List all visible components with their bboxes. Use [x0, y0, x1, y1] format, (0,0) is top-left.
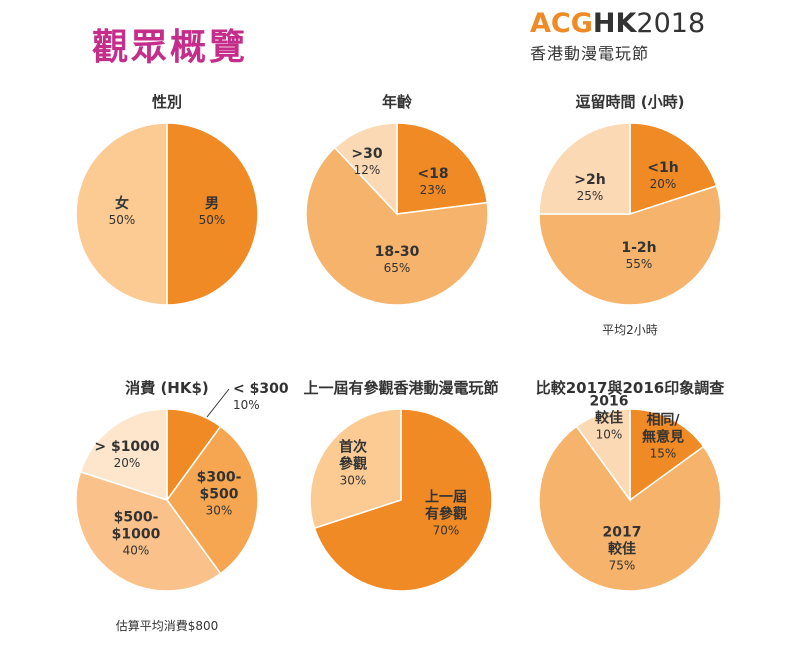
slice-percent: 12% [354, 163, 381, 177]
slice-name: 首次參觀 [339, 439, 367, 473]
slice-percent: 40% [123, 544, 150, 558]
pie-svg: 男50%女50% [75, 122, 259, 306]
pie-slice [538, 184, 722, 306]
slice-name: 2017 較佳 [603, 525, 642, 558]
slice-percent: 20% [650, 177, 677, 191]
slice-percent: 30% [206, 504, 233, 518]
pie-chart-impression: 比較2017與2016印象調查 相同/無意見 15% 2017 較佳 75% 2016 較佳… [500, 377, 760, 667]
chart-title: 逗留時間 (小時) [575, 93, 685, 111]
slice-name: $500-$1000 [112, 510, 161, 543]
slice-name: >2h [574, 172, 605, 188]
pie-slice [79, 408, 168, 502]
slice-name: 相同/無意見 [642, 412, 684, 446]
chart-title: 性別 [151, 93, 182, 111]
slice-percent: 10% [596, 428, 623, 442]
chart-title: 消費 (HK$) [125, 379, 209, 397]
logo-acg-text: ACG [530, 8, 593, 39]
pie-slice [538, 122, 631, 215]
pie-slice [309, 408, 402, 530]
slice-label: 女50% [109, 195, 136, 227]
slice-name: 18-30 [375, 244, 420, 260]
slice-name: <1h [647, 160, 678, 176]
chart-footnote: 估算平均消費$800 [115, 619, 219, 633]
pie-slice [575, 408, 631, 503]
slice-name: 1-2h [621, 240, 656, 256]
slice-percent: 15% [650, 447, 677, 461]
slice-percent: 30% [340, 474, 367, 488]
pie-slice [75, 122, 168, 306]
pie-chart-age: 年齡 <18 23% 18-30 65% >30 12% [267, 91, 527, 381]
slice-percent: 50% [109, 213, 136, 227]
slice-name: 男 [205, 196, 219, 212]
slice-name: $300-$500 [197, 470, 242, 503]
pie-slice [313, 408, 493, 592]
slice-name: <18 [417, 166, 448, 182]
pie-chart-spending: 消費 (HK$) < $300 10% $300-$500 30% $500-$1000… [37, 377, 297, 667]
slice-percent: 10% [233, 398, 260, 412]
chart-title: 上一屆有參觀香港動漫電玩節 [303, 379, 499, 397]
page-title: 觀眾概覽 [92, 27, 249, 68]
pie-chart-stay-time: 逗留時間 (小時) <1h 20% 1-2h 55% >2h 25% 平均2小時 [500, 91, 760, 381]
pie-slice [333, 122, 398, 216]
slice-percent: 55% [626, 257, 653, 271]
logo-hk-text: HK [592, 8, 637, 39]
logo-subtitle: 香港動漫電玩節 [530, 44, 650, 63]
logo-year-text: 2018 [636, 8, 706, 39]
slice-percent: 20% [114, 456, 141, 470]
chart-footnote: 平均2小時 [602, 323, 658, 337]
slice-name: 2016 較佳 [590, 394, 629, 427]
logo-wordmark: ACGHK2018 [530, 6, 730, 42]
chart-title: 比較2017與2016印象調查 [535, 379, 725, 397]
pie-slice [538, 425, 722, 592]
acghk-logo: ACGHK2018 香港動漫電玩節 [530, 6, 730, 64]
slice-name: 上一屆有參觀 [425, 490, 467, 523]
pie-slice [75, 470, 222, 592]
pie-chart-previous-visit: 上一屆有參觀香港動漫電玩節 上一屆有參觀 70% 首次參觀 30% [271, 377, 531, 667]
pie-slice [166, 122, 259, 306]
slice-percent: 65% [384, 261, 411, 275]
pie-slice [629, 408, 705, 502]
pie-slice [629, 122, 718, 216]
pie-slice [396, 122, 489, 215]
leader-line [206, 388, 230, 418]
slice-percent: 23% [420, 183, 447, 197]
slice-name: < $300 [233, 381, 289, 397]
pie-slice [166, 425, 259, 575]
slice-percent: 75% [609, 559, 636, 573]
slice-percent: 70% [433, 524, 460, 538]
chart-title: 年齡 [381, 93, 412, 111]
slice-name: >30 [351, 146, 382, 162]
slice-percent: 50% [199, 213, 226, 227]
slice-name: 女 [115, 195, 129, 212]
slice-percent: 25% [577, 189, 604, 203]
pie-chart-gender: 性別 男 50% 女 50% [37, 91, 297, 381]
pie-slice [305, 146, 489, 306]
slice-label: 男50% [199, 196, 226, 227]
slice-name: > $1000 [94, 439, 160, 455]
